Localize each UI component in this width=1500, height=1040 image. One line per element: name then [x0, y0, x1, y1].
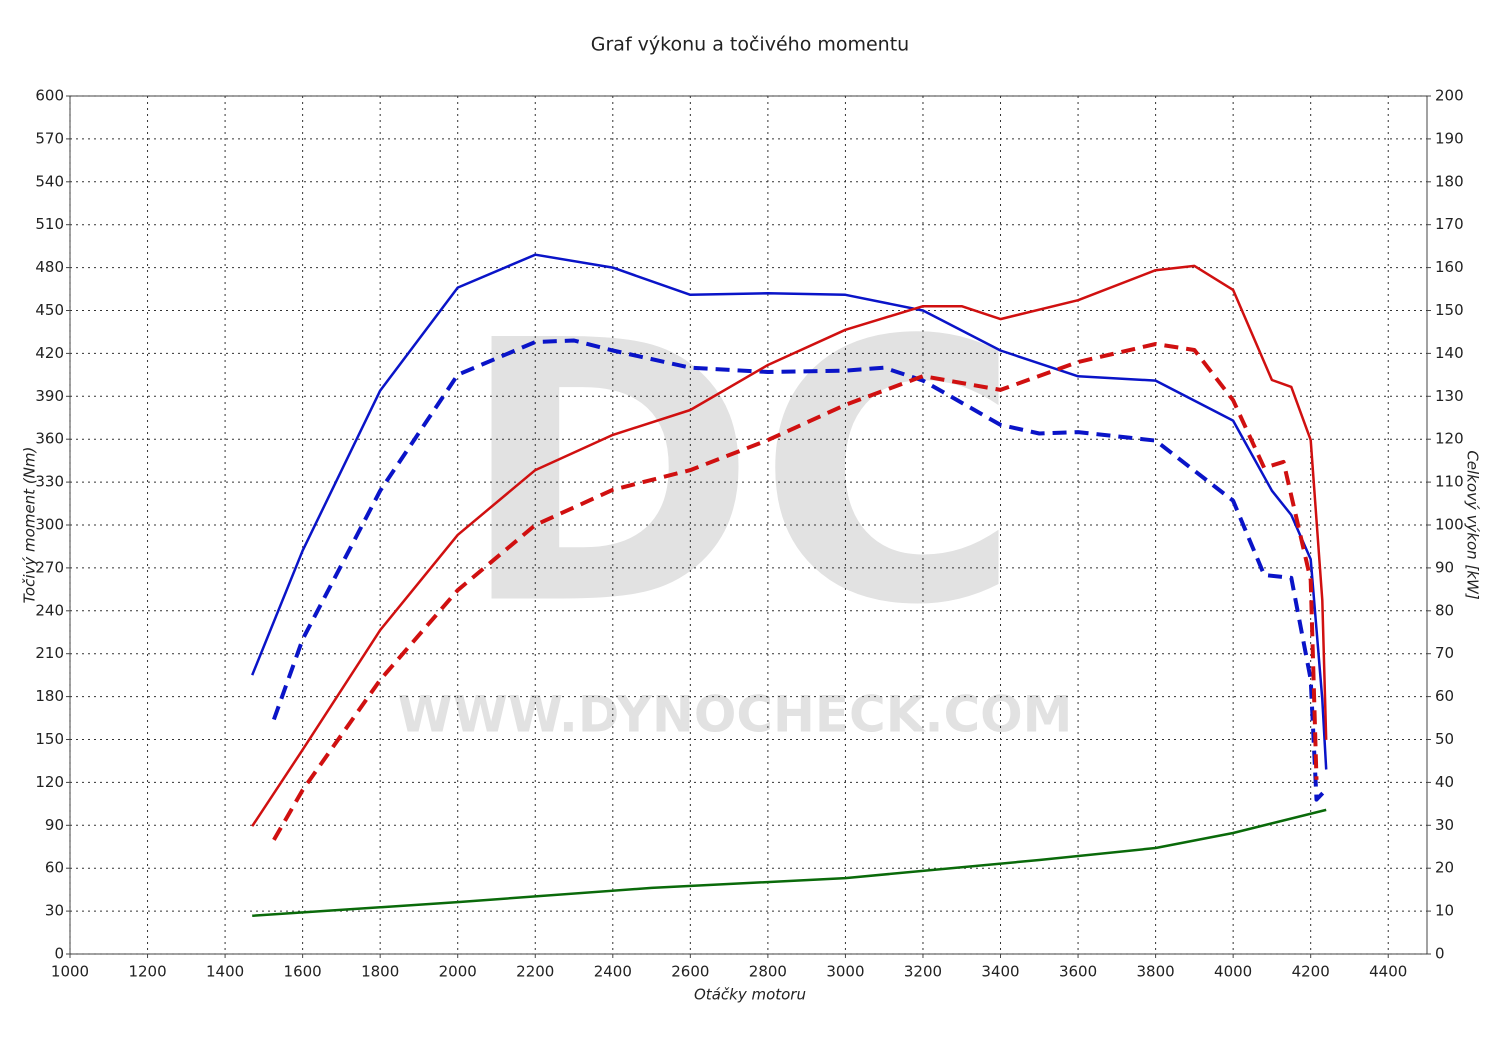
y-tick-label: 450: [35, 301, 64, 319]
y-tick-label: 420: [35, 344, 64, 362]
x-tick-label: 2600: [671, 963, 709, 981]
y2-tick-label: 10: [1435, 902, 1454, 920]
x-tick-label: 4200: [1292, 963, 1330, 981]
series-line: [251, 253, 1328, 770]
x-axis-title: Otáčky motoru: [694, 986, 806, 1004]
x-tick-label: 1600: [284, 963, 322, 981]
y-tick-label: 300: [35, 516, 64, 534]
x-tick-label: 1400: [206, 963, 244, 981]
y2-tick-label: 130: [1435, 387, 1464, 405]
y-tick-label: 120: [35, 773, 64, 791]
y-tick-label: 90: [45, 816, 64, 834]
y-tick-label: 0: [54, 945, 64, 963]
x-tick-label: 2000: [439, 963, 477, 981]
y2-tick-label: 40: [1435, 773, 1454, 791]
series-line: [272, 342, 1319, 841]
y2-tick-label: 90: [1435, 558, 1454, 576]
y-tick-label: 570: [35, 129, 64, 147]
y2-tick-label: 170: [1435, 215, 1464, 233]
x-tick-label: 3800: [1137, 963, 1175, 981]
series-line: [272, 338, 1328, 802]
watermark-url: WWW.DYNOCHECK.COM: [398, 686, 1073, 744]
x-tick-label: 2200: [516, 963, 554, 981]
y2-tick-label: 50: [1435, 730, 1454, 748]
x-tick-label: 1000: [51, 963, 89, 981]
y-tick-label: 360: [35, 430, 64, 448]
y2-tick-label: 20: [1435, 859, 1454, 877]
x-tick-label: 2400: [594, 963, 632, 981]
y2-tick-label: 190: [1435, 129, 1464, 147]
y2-tick-label: 150: [1435, 301, 1464, 319]
y-tick-label: 180: [35, 687, 64, 705]
x-tick-label: 2800: [749, 963, 787, 981]
y-tick-label: 150: [35, 730, 64, 748]
y2-tick-label: 120: [1435, 430, 1464, 448]
series-line: [252, 808, 1327, 918]
chart-title: Graf výkonu a točivého momentu: [591, 34, 909, 56]
y-tick-label: 240: [35, 601, 64, 619]
watermark-logo: DC: [458, 264, 1021, 683]
y2-tick-label: 200: [1435, 87, 1464, 105]
y-tick-label: 330: [35, 473, 64, 491]
y2-tick-label: 30: [1435, 816, 1454, 834]
y2-tick-label: 100: [1435, 516, 1464, 534]
y2-tick-label: 110: [1435, 473, 1464, 491]
x-tick-label: 4400: [1369, 963, 1407, 981]
y2-tick-label: 160: [1435, 258, 1464, 276]
y-tick-label: 60: [45, 859, 64, 877]
x-tick-label: 1800: [361, 963, 399, 981]
y-axis-title: Točivý moment (Nm): [21, 447, 39, 604]
y2-tick-label: 180: [1435, 172, 1464, 190]
y2-tick-label: 140: [1435, 344, 1464, 362]
y-tick-label: 540: [35, 172, 64, 190]
x-tick-label: 4000: [1214, 963, 1252, 981]
watermark: DC WWW.DYNOCHECK.COM: [398, 264, 1073, 743]
y-tick-label: 30: [45, 902, 64, 920]
y2-axis-title: Celkový výkon [kW]: [1464, 450, 1482, 600]
y2-tick-label: 60: [1435, 687, 1454, 705]
y2-tick-label: 80: [1435, 601, 1454, 619]
y2-tick-label: 0: [1435, 945, 1445, 963]
y-tick-label: 600: [35, 87, 64, 105]
y-tick-label: 480: [35, 258, 64, 276]
y-tick-label: 390: [35, 387, 64, 405]
x-tick-label: 3000: [826, 963, 864, 981]
x-tick-label: 3200: [904, 963, 942, 981]
x-tick-label: 1200: [128, 963, 166, 981]
y2-tick-label: 70: [1435, 644, 1454, 662]
x-tick-label: 3600: [1059, 963, 1097, 981]
series-line: [251, 264, 1328, 827]
y-tick-label: 510: [35, 215, 64, 233]
y-tick-label: 210: [35, 644, 64, 662]
y-tick-label: 270: [35, 558, 64, 576]
x-tick-label: 3400: [981, 963, 1019, 981]
